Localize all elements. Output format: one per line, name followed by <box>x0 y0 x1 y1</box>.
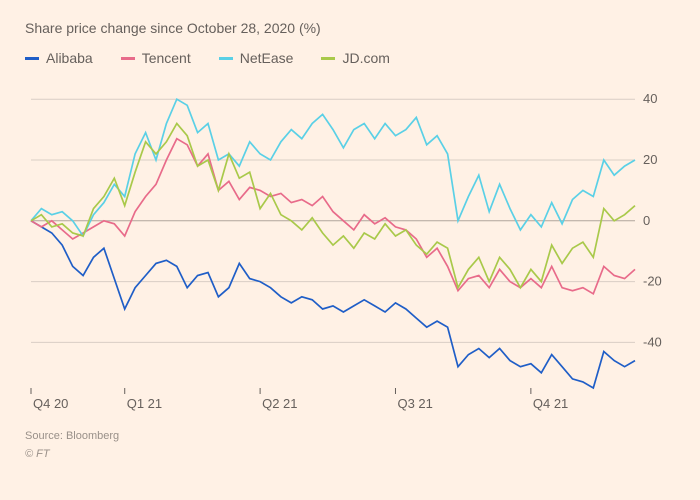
chart-footer: Source: Bloomberg © FT <box>25 428 675 463</box>
chart-plot-area: -40 -20 0 20 40 Q4 20 Q1 21 Q2 21 Q3 21 Q4 21 <box>25 76 675 416</box>
y-tick-label: 20 <box>643 152 657 167</box>
y-tick-label: -40 <box>643 334 662 349</box>
series-line <box>31 124 635 288</box>
y-tick-label: 40 <box>643 91 657 106</box>
legend-swatch <box>321 57 335 60</box>
legend-item: Alibaba <box>25 50 93 66</box>
legend-swatch <box>25 57 39 60</box>
legend-swatch <box>121 57 135 60</box>
legend-label: Alibaba <box>46 50 93 66</box>
legend-label: NetEase <box>240 50 294 66</box>
source-text: Source: Bloomberg <box>25 428 675 446</box>
x-tick-label: Q2 21 <box>262 396 297 411</box>
legend-label: JD.com <box>342 50 389 66</box>
legend: Alibaba Tencent NetEase JD.com <box>25 50 675 66</box>
legend-item: JD.com <box>321 50 389 66</box>
x-tick-label: Q3 21 <box>397 396 432 411</box>
series-line <box>31 99 635 236</box>
legend-swatch <box>219 57 233 60</box>
chart-container: Share price change since October 28, 202… <box>0 0 700 500</box>
line-chart-svg: -40 -20 0 20 40 Q4 20 Q1 21 Q2 21 Q3 21 Q4 21 <box>25 76 675 416</box>
chart-subtitle: Share price change since October 28, 202… <box>25 20 675 36</box>
x-tick-label: Q4 20 <box>33 396 68 411</box>
y-tick-label: 0 <box>643 213 650 228</box>
legend-item: Tencent <box>121 50 191 66</box>
x-tick-label: Q4 21 <box>533 396 568 411</box>
legend-item: NetEase <box>219 50 294 66</box>
y-tick-label: -20 <box>643 274 662 289</box>
x-tick-label: Q1 21 <box>127 396 162 411</box>
legend-label: Tencent <box>142 50 191 66</box>
copyright-text: © FT <box>25 446 675 464</box>
